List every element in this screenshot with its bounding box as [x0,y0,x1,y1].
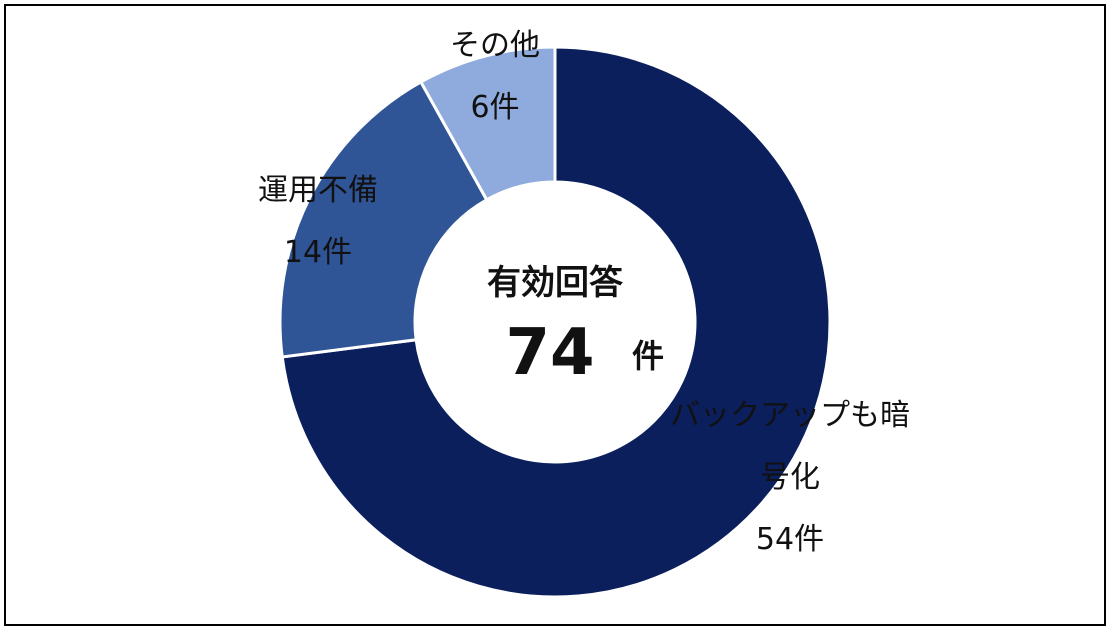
value-label: 6件 [470,90,520,125]
donut-slice [280,45,832,599]
donut-slice [278,79,489,359]
center-total: 74 [505,316,595,390]
center-unit: 件 [631,337,665,375]
center-label: 有効回答 [487,263,623,303]
donut-slice [418,45,557,202]
value-label: 14件 [283,235,353,270]
category-label: 運用不備 [258,173,378,208]
value-label: 54件 [755,522,825,557]
category-label: その他 [450,28,540,63]
category-label: バックアップも暗号化 [670,398,910,495]
